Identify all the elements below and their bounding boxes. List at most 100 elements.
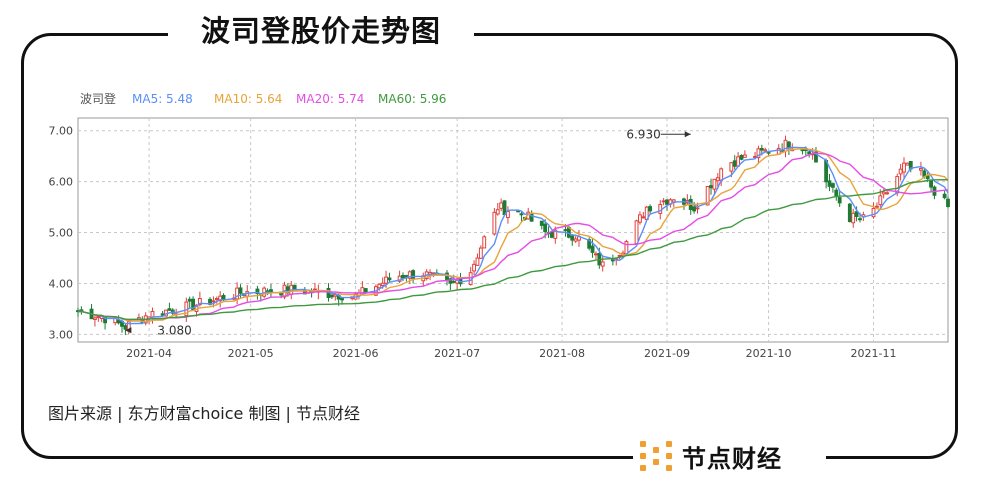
candle-body bbox=[519, 213, 524, 216]
page-title: 波司登股价走势图 bbox=[200, 14, 441, 48]
candle-body bbox=[397, 275, 402, 282]
candle-body bbox=[553, 229, 558, 239]
y-tick-label: 6.00 bbox=[49, 176, 74, 189]
ma10-line bbox=[77, 148, 949, 323]
candle-body bbox=[898, 168, 903, 175]
candle-body bbox=[617, 254, 622, 257]
brand-gap bbox=[633, 444, 826, 472]
candle-body bbox=[401, 274, 405, 279]
candle-body bbox=[214, 297, 219, 301]
candle-body bbox=[502, 200, 507, 216]
candle-body bbox=[600, 261, 605, 267]
candle-body bbox=[594, 253, 598, 256]
candle-body bbox=[329, 294, 334, 298]
x-tick-label: 2021-06 bbox=[333, 347, 379, 360]
legend-item: 波司登 bbox=[80, 91, 116, 106]
y-tick-label: 4.00 bbox=[49, 277, 74, 290]
candle-body bbox=[167, 308, 172, 311]
candle-body bbox=[858, 218, 862, 221]
candle-body bbox=[333, 294, 338, 297]
candle-body bbox=[709, 185, 713, 189]
candle-body bbox=[475, 257, 480, 266]
candle-body bbox=[827, 180, 832, 187]
candle-body bbox=[742, 154, 747, 158]
ma5-line bbox=[77, 146, 949, 325]
candle-body bbox=[881, 191, 886, 195]
candle-body bbox=[539, 220, 544, 226]
brand-name: 节点财经 bbox=[682, 444, 782, 473]
candle-body bbox=[218, 295, 223, 302]
ma20-line bbox=[77, 152, 949, 321]
candle-body bbox=[96, 315, 101, 318]
candle-body bbox=[814, 151, 818, 163]
candle-body bbox=[221, 295, 226, 301]
x-tick-label: 2021-09 bbox=[644, 347, 690, 360]
candle-body bbox=[610, 259, 615, 262]
candle-body bbox=[197, 298, 202, 306]
x-tick-label: 2021-05 bbox=[228, 347, 274, 360]
candle-body bbox=[871, 207, 876, 218]
candle-body bbox=[712, 178, 717, 190]
candle-body bbox=[763, 149, 768, 152]
x-tick-label: 2021-04 bbox=[126, 347, 172, 360]
candle-body bbox=[187, 298, 192, 302]
candle-body bbox=[641, 216, 646, 219]
candle-body bbox=[847, 203, 852, 223]
candle-body bbox=[238, 287, 243, 294]
candle-body bbox=[739, 154, 744, 160]
candle-body bbox=[705, 185, 710, 206]
candle-body bbox=[384, 276, 388, 284]
x-tick-label: 2021-08 bbox=[539, 347, 585, 360]
plot-border bbox=[77, 117, 949, 343]
candle-body bbox=[448, 278, 453, 284]
candle-body bbox=[695, 207, 700, 210]
candle-body bbox=[665, 199, 669, 205]
candle-body bbox=[729, 162, 734, 172]
candle-body bbox=[885, 192, 889, 195]
stock-chart: 波司登 MA5: 5.48 MA10: 5.64 MA20: 5.74 MA60: 5.… bbox=[49, 91, 950, 360]
candle-body bbox=[878, 195, 883, 206]
candle-body bbox=[499, 202, 504, 209]
x-tick-label: 2021-10 bbox=[746, 347, 792, 360]
candle-body bbox=[658, 203, 663, 214]
legend-item: MA5: 5.48 bbox=[132, 92, 193, 106]
candle-body bbox=[854, 211, 859, 217]
candle-body bbox=[235, 287, 240, 300]
candles bbox=[76, 135, 950, 336]
brand: 节点财经 bbox=[640, 438, 782, 474]
annotation-arrowhead bbox=[125, 327, 132, 334]
candle-body bbox=[925, 175, 930, 180]
candle-body bbox=[756, 148, 761, 159]
y-tick-label: 5.00 bbox=[49, 227, 74, 240]
candle-body bbox=[411, 270, 416, 279]
title-gap bbox=[168, 20, 474, 46]
candle-body bbox=[719, 168, 724, 181]
candle-body bbox=[800, 149, 805, 152]
candle-body bbox=[103, 317, 108, 324]
candle-body bbox=[624, 241, 629, 255]
candle-body bbox=[407, 271, 412, 279]
candle-body bbox=[759, 147, 764, 151]
candle-body bbox=[93, 317, 97, 320]
candle-body bbox=[634, 220, 639, 245]
candle-body bbox=[377, 283, 382, 289]
candle-body bbox=[830, 183, 835, 188]
candle-body bbox=[472, 263, 476, 272]
candle-body bbox=[492, 211, 497, 235]
candle-body bbox=[340, 297, 344, 301]
candle-body bbox=[482, 236, 487, 249]
candle-body bbox=[506, 211, 510, 218]
x-tick-label: 2021-07 bbox=[434, 347, 480, 360]
card-frame bbox=[21, 33, 958, 459]
candle-body bbox=[478, 247, 483, 259]
legend-item: MA10: 5.64 bbox=[214, 92, 282, 106]
candle-body bbox=[387, 277, 392, 281]
candle-body bbox=[942, 193, 947, 199]
annotation-label: 6.930 bbox=[626, 127, 660, 141]
chart-legend: 波司登 MA5: 5.48 MA10: 5.64 MA20: 5.74 MA60: 5.… bbox=[80, 91, 446, 106]
candle-body bbox=[570, 235, 575, 241]
y-tick-label: 3.00 bbox=[49, 328, 74, 341]
candle-body bbox=[851, 212, 856, 224]
candle-body bbox=[837, 197, 842, 204]
y-tick-label: 7.00 bbox=[49, 125, 74, 138]
